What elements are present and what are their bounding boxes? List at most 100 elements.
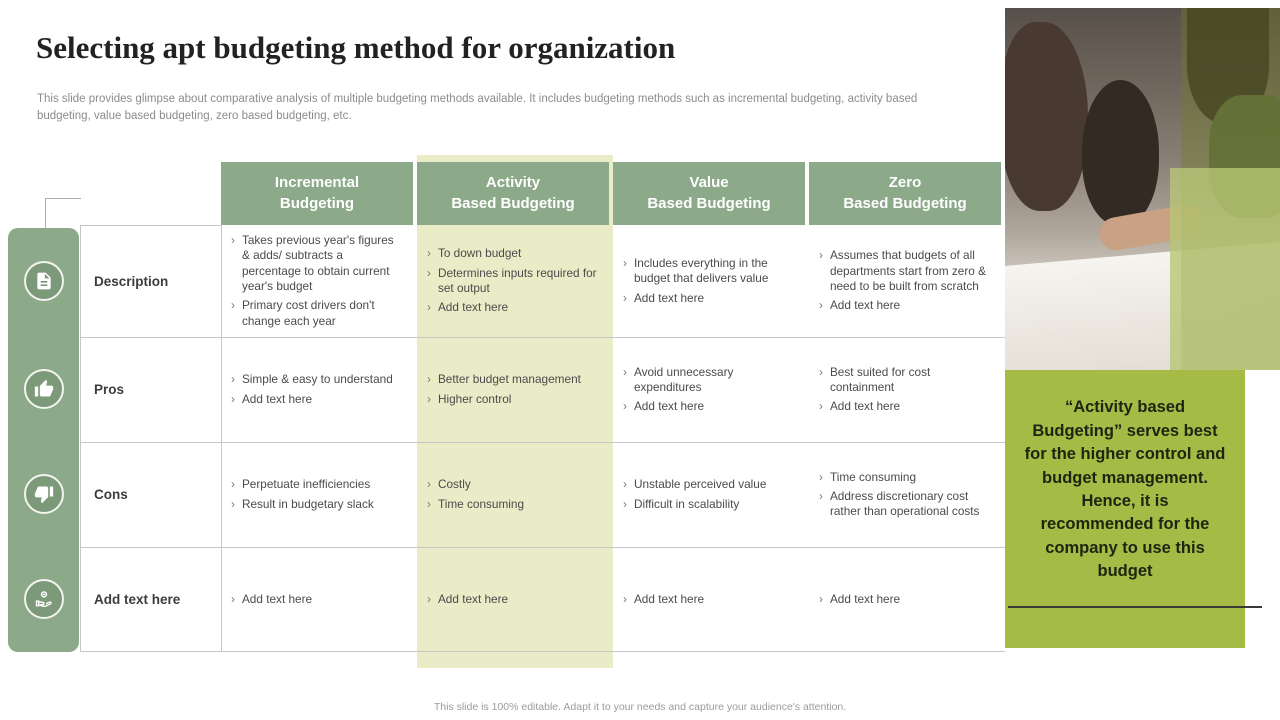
cell-addtext-activity: › Add text here — [417, 547, 609, 652]
footer-note: This slide is 100% editable. Adapt it to… — [433, 701, 847, 713]
grid-line — [80, 651, 1005, 652]
bullet-text: Determines inputs required for set outpu… — [437, 265, 597, 295]
grid-line — [80, 547, 1005, 548]
cell-description-incremental: › Takes previous year's figures & adds/ s… — [221, 225, 413, 337]
chevron-bullet-icon: › — [427, 496, 431, 511]
column-header-incremental: Incremental Budgeting — [221, 162, 413, 225]
bullet-item: › Simple & easy to understand — [231, 372, 403, 387]
add-text-placeholder[interactable]: Add text here — [633, 591, 705, 606]
add-text-placeholder[interactable]: Add text here — [829, 591, 901, 606]
bullet-text: Address discretionary cost rather than o… — [829, 488, 980, 519]
chevron-bullet-icon: › — [231, 591, 235, 606]
chevron-bullet-icon: › — [819, 298, 823, 313]
grid-line — [80, 225, 221, 226]
chevron-bullet-icon: › — [231, 477, 235, 492]
chevron-bullet-icon: › — [819, 469, 823, 484]
row-label-add-text[interactable]: Add text here — [94, 592, 181, 607]
callout-text: “Activity based Budgeting” serves best f… — [1024, 398, 1226, 581]
chevron-bullet-icon: › — [819, 248, 823, 263]
column-header-line2: Based Budgeting — [647, 194, 771, 212]
column-header-line2: Based Budgeting — [451, 194, 575, 212]
chevron-bullet-icon: › — [231, 233, 235, 248]
bullet-item: › Result in budgetary slack — [231, 497, 403, 512]
bullet-text: Simple & easy to understand — [241, 372, 393, 387]
cell-pros-zero: › Best suited for cost containment › Add t… — [809, 337, 1001, 442]
cell-pros-activity: › Better budget management › Higher contro… — [417, 337, 609, 442]
connector-line-horizontal — [45, 198, 81, 199]
chevron-bullet-icon: › — [427, 391, 431, 406]
cell-cons-zero: › Time consuming › Address discretionary c… — [809, 442, 1001, 547]
cons-icon-circle — [24, 474, 64, 514]
column-header-activity: Activity Based Budgeting — [417, 162, 609, 225]
bullet-item: › Best suited for cost containment — [819, 365, 991, 396]
bullet-text: Best suited for cost containment — [829, 364, 931, 394]
bullet-item: › Time consuming — [427, 497, 599, 512]
photo-figure — [1005, 22, 1088, 211]
bullet-text: Difficult in scalability — [633, 496, 740, 511]
recommendation-callout: “Activity based Budgeting” serves best f… — [1005, 370, 1245, 648]
add-text-placeholder[interactable]: Add text here — [633, 399, 705, 414]
column-header-line2: Based Budgeting — [843, 194, 967, 212]
bullet-item: › Perpetuate inefficiencies — [231, 477, 403, 492]
hand-coin-icon — [35, 591, 52, 608]
chevron-bullet-icon: › — [623, 364, 627, 379]
thumbs-down-icon — [34, 486, 54, 504]
bullet-text: Time consuming — [437, 496, 525, 511]
bullet-text: Unstable perceived value — [633, 477, 767, 492]
add-text-placeholder[interactable]: Add text here — [241, 391, 313, 406]
grid-line — [80, 337, 1005, 338]
add-text-placeholder[interactable]: Add text here — [437, 300, 509, 315]
chevron-bullet-icon: › — [623, 591, 627, 606]
chevron-bullet-icon: › — [819, 399, 823, 414]
add-text-placeholder[interactable]: Add text here — [241, 591, 313, 606]
cell-pros-value: › Avoid unnecessary expenditures › Add tex… — [613, 337, 805, 442]
column-header-line1: Zero — [888, 174, 922, 192]
add-text-icon-circle — [24, 579, 64, 619]
chevron-bullet-icon: › — [819, 488, 823, 503]
page-title: Selecting apt budgeting method for organ… — [36, 30, 676, 65]
chevron-bullet-icon: › — [231, 298, 235, 313]
bullet-item: › Primary cost drivers don't change each … — [231, 298, 403, 329]
bullet-item: › Add text here — [231, 592, 403, 607]
chevron-bullet-icon: › — [623, 477, 627, 492]
chevron-bullet-icon: › — [427, 372, 431, 387]
bullet-text: Better budget management — [437, 372, 581, 387]
chevron-bullet-icon: › — [427, 477, 431, 492]
add-text-placeholder[interactable]: Add text here — [829, 298, 901, 313]
bullet-item: › Add text here — [819, 592, 991, 607]
bullet-text: Costly — [437, 477, 471, 492]
add-text-placeholder[interactable]: Add text here — [437, 591, 509, 606]
bullet-item: › Add text here — [427, 300, 599, 315]
bullet-item: › Add text here — [623, 291, 795, 306]
bullet-item: › Add text here — [819, 399, 991, 414]
grid-line — [221, 225, 222, 652]
bullet-item: › Address discretionary cost rather than … — [819, 489, 991, 520]
bullet-item: › To down budget — [427, 246, 599, 261]
bullet-text: Takes previous year's figures & adds/ su… — [241, 233, 394, 293]
bullet-text: Time consuming — [829, 469, 917, 484]
pros-icon-circle — [24, 369, 64, 409]
chevron-bullet-icon: › — [819, 591, 823, 606]
cell-addtext-zero: › Add text here — [809, 547, 1001, 652]
bullet-item: › Better budget management — [427, 372, 599, 387]
cell-cons-activity: › Costly › Time consuming — [417, 442, 609, 547]
chevron-bullet-icon: › — [231, 372, 235, 387]
connector-line-vertical — [45, 198, 46, 228]
bullet-item: › Higher control — [427, 392, 599, 407]
bullet-item: › Add text here — [819, 298, 991, 313]
cell-addtext-value: › Add text here — [613, 547, 805, 652]
cell-pros-incremental: › Simple & easy to understand › Add text h… — [221, 337, 413, 442]
add-text-placeholder[interactable]: Add text here — [633, 290, 705, 305]
bullet-text: To down budget — [437, 246, 522, 261]
bullet-item: › Add text here — [623, 592, 795, 607]
row-label-description: Description — [94, 273, 169, 289]
cell-description-zero: › Assumes that budgets of all departments… — [809, 225, 1001, 337]
add-text-placeholder[interactable]: Add text here — [829, 399, 901, 414]
cell-addtext-incremental: › Add text here — [221, 547, 413, 652]
bullet-item: › Determines inputs required for set outp… — [427, 266, 599, 297]
bullet-item: › Takes previous year's figures & adds/ s… — [231, 233, 403, 294]
activity-column-highlight — [417, 155, 613, 668]
bullet-text: Avoid unnecessary expenditures — [633, 364, 734, 394]
slide-subtitle: This slide provides glimpse about compar… — [37, 93, 918, 122]
thumbs-up-icon — [34, 379, 54, 397]
